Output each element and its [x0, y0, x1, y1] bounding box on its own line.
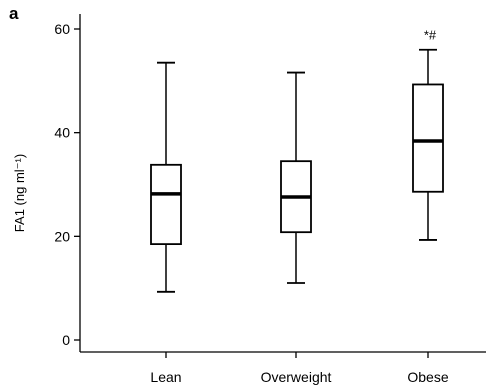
axes: 0 20 40 60 FA1 (ng ml⁻¹) Lean Overweight Obese	[12, 14, 486, 385]
y-tick-label: 0	[62, 332, 70, 348]
chart-marks: *#	[150, 28, 444, 293]
box-iqr	[150, 163, 182, 246]
x-tick-label: Lean	[150, 369, 181, 385]
box-group	[280, 71, 312, 284]
y-axis-title: FA1 (ng ml⁻¹)	[12, 154, 27, 232]
y-tick-label: 40	[54, 125, 70, 141]
box-group: *#	[412, 28, 444, 241]
box-iqr	[412, 83, 444, 193]
significance-annotation: *#	[424, 28, 437, 43]
x-tick-label: Obese	[407, 369, 448, 385]
y-tick-label: 60	[54, 21, 70, 37]
box-group	[150, 61, 182, 293]
y-tick-label: 20	[54, 228, 70, 244]
panel-label: a	[9, 4, 19, 23]
x-tick-label: Overweight	[261, 369, 332, 385]
